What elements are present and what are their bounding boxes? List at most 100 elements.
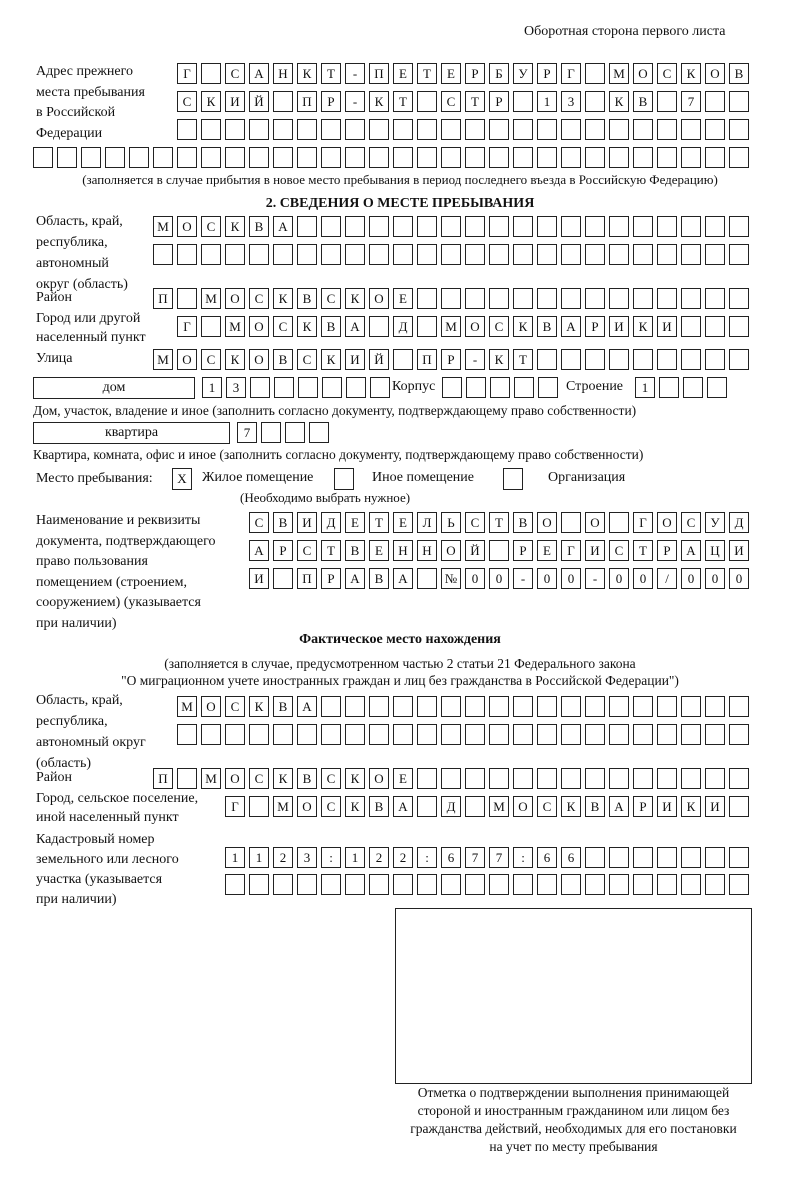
street-cell[interactable]: Й bbox=[369, 349, 389, 370]
street-cell[interactable] bbox=[609, 349, 629, 370]
previous-address-cell[interactable] bbox=[321, 147, 341, 168]
previous-address-cell[interactable]: М bbox=[609, 63, 629, 84]
document-cell[interactable]: Н bbox=[417, 540, 437, 561]
actual-region-cell[interactable] bbox=[369, 696, 389, 717]
previous-address-cell[interactable] bbox=[33, 147, 53, 168]
house-number-cell[interactable]: 3 bbox=[226, 377, 246, 398]
previous-address-cell[interactable]: К bbox=[681, 63, 701, 84]
document-cell[interactable]: Г bbox=[561, 540, 581, 561]
previous-address-cell[interactable] bbox=[657, 119, 677, 140]
actual-region-cell[interactable] bbox=[705, 724, 725, 745]
document-cell[interactable]: Р bbox=[321, 568, 341, 589]
actual-district-cell[interactable] bbox=[729, 768, 749, 789]
document-cell[interactable]: И bbox=[297, 512, 317, 533]
actual-city-cell[interactable] bbox=[417, 796, 437, 817]
document-cell[interactable] bbox=[489, 540, 509, 561]
actual-district-cell[interactable] bbox=[681, 768, 701, 789]
district-cell[interactable] bbox=[537, 288, 557, 309]
previous-address-cell[interactable] bbox=[681, 119, 701, 140]
building-cell[interactable] bbox=[659, 377, 679, 398]
previous-address-cell[interactable] bbox=[393, 119, 413, 140]
region-cell[interactable] bbox=[609, 244, 629, 265]
actual-district-cell[interactable] bbox=[537, 768, 557, 789]
previous-address-cell[interactable]: Е bbox=[393, 63, 413, 84]
actual-region-cell[interactable] bbox=[633, 724, 653, 745]
cadastre-cell[interactable] bbox=[705, 847, 725, 868]
previous-address-cell[interactable] bbox=[729, 147, 749, 168]
city-cell[interactable]: А bbox=[345, 316, 365, 337]
document-cell[interactable]: Д bbox=[729, 512, 749, 533]
cadastre-cell[interactable]: 7 bbox=[489, 847, 509, 868]
previous-address-cell[interactable] bbox=[441, 119, 461, 140]
house-number-cell[interactable]: 1 bbox=[202, 377, 222, 398]
region-cell[interactable] bbox=[249, 244, 269, 265]
stay-option-checkbox[interactable]: X bbox=[172, 468, 192, 490]
actual-district-cell[interactable] bbox=[585, 768, 605, 789]
street-cell[interactable]: В bbox=[273, 349, 293, 370]
actual-region-cell[interactable] bbox=[537, 696, 557, 717]
street-cell[interactable] bbox=[681, 349, 701, 370]
cadastre-cell[interactable] bbox=[417, 874, 437, 895]
document-cell[interactable]: С bbox=[609, 540, 629, 561]
region-cell[interactable] bbox=[561, 216, 581, 237]
actual-city-cell[interactable]: К bbox=[681, 796, 701, 817]
document-cell[interactable]: Р bbox=[513, 540, 533, 561]
street-cell[interactable] bbox=[585, 349, 605, 370]
actual-region-cell[interactable] bbox=[393, 724, 413, 745]
document-cell[interactable]: У bbox=[705, 512, 725, 533]
actual-region-cell[interactable] bbox=[705, 696, 725, 717]
previous-address-cell[interactable] bbox=[225, 119, 245, 140]
apartment-number-cell[interactable] bbox=[261, 422, 281, 443]
house-number-cell[interactable] bbox=[274, 377, 294, 398]
street-cell[interactable]: К bbox=[489, 349, 509, 370]
previous-address-cell[interactable] bbox=[345, 147, 365, 168]
document-cell[interactable] bbox=[417, 568, 437, 589]
actual-region-cell[interactable] bbox=[513, 696, 533, 717]
previous-address-cell[interactable]: Р bbox=[489, 91, 509, 112]
previous-address-cell[interactable]: О bbox=[705, 63, 725, 84]
previous-address-cell[interactable] bbox=[561, 119, 581, 140]
actual-region-cell[interactable] bbox=[441, 696, 461, 717]
document-cell[interactable]: С bbox=[465, 512, 485, 533]
previous-address-cell[interactable] bbox=[177, 147, 197, 168]
actual-district-cell[interactable]: П bbox=[153, 768, 173, 789]
city-cell[interactable]: Д bbox=[393, 316, 413, 337]
previous-address-cell[interactable] bbox=[609, 147, 629, 168]
document-cell[interactable]: 0 bbox=[489, 568, 509, 589]
district-cell[interactable] bbox=[657, 288, 677, 309]
street-cell[interactable]: С bbox=[201, 349, 221, 370]
apartment-number-cell[interactable]: 7 bbox=[237, 422, 257, 443]
actual-region-cell[interactable] bbox=[441, 724, 461, 745]
region-cell[interactable] bbox=[441, 216, 461, 237]
actual-region-cell[interactable] bbox=[225, 724, 245, 745]
district-cell[interactable] bbox=[681, 288, 701, 309]
cadastre-cell[interactable]: 2 bbox=[273, 847, 293, 868]
region-cell[interactable] bbox=[585, 216, 605, 237]
actual-city-cell[interactable]: И bbox=[705, 796, 725, 817]
previous-address-cell[interactable] bbox=[729, 119, 749, 140]
actual-region-cell[interactable] bbox=[609, 696, 629, 717]
document-cell[interactable]: С bbox=[249, 512, 269, 533]
region-cell[interactable]: К bbox=[225, 216, 245, 237]
korpus-cell[interactable] bbox=[490, 377, 510, 398]
cadastre-cell[interactable] bbox=[249, 874, 269, 895]
region-cell[interactable] bbox=[297, 244, 317, 265]
region-cell[interactable] bbox=[321, 216, 341, 237]
actual-region-cell[interactable] bbox=[249, 724, 269, 745]
street-cell[interactable]: К bbox=[225, 349, 245, 370]
apartment-number-cell[interactable] bbox=[285, 422, 305, 443]
district-cell[interactable] bbox=[609, 288, 629, 309]
document-cell[interactable]: Е bbox=[345, 512, 365, 533]
previous-address-cell[interactable] bbox=[273, 91, 293, 112]
actual-region-cell[interactable]: К bbox=[249, 696, 269, 717]
document-cell[interactable]: Т bbox=[321, 540, 341, 561]
region-cell[interactable] bbox=[273, 244, 293, 265]
street-cell[interactable] bbox=[657, 349, 677, 370]
actual-region-cell[interactable] bbox=[681, 696, 701, 717]
document-cell[interactable]: А bbox=[345, 568, 365, 589]
actual-city-cell[interactable]: А bbox=[393, 796, 413, 817]
previous-address-cell[interactable] bbox=[81, 147, 101, 168]
previous-address-cell[interactable] bbox=[369, 147, 389, 168]
house-number-cell[interactable] bbox=[346, 377, 366, 398]
document-cell[interactable]: Н bbox=[393, 540, 413, 561]
